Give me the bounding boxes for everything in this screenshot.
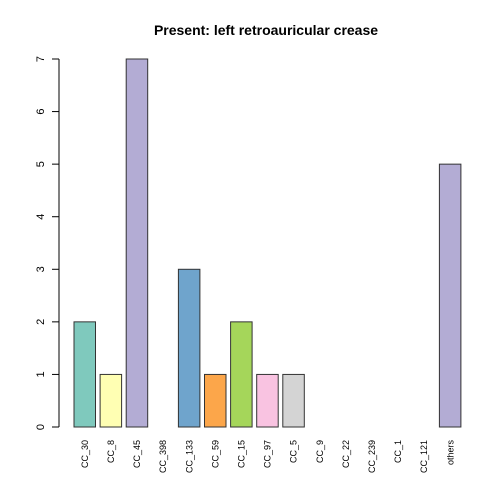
x-tick-label: CC_5 [289, 440, 299, 463]
bar-cc-30 [73, 321, 96, 428]
bars [73, 58, 462, 428]
x-tick-label: CC_1 [393, 440, 403, 463]
y-tick-label: 4 [35, 214, 47, 220]
x-tick-label: CC_133 [184, 440, 194, 473]
x-tick-label: CC_97 [263, 440, 273, 468]
bar-cc-45 [125, 58, 149, 428]
bar-cc-15 [230, 321, 253, 428]
bar-cc-8 [99, 373, 123, 428]
y-tick-label: 1 [35, 371, 47, 377]
y-axis: 0 1 2 3 4 5 6 7 [35, 56, 60, 430]
y-tick-label: 0 [35, 424, 47, 430]
y-tick-label: 3 [35, 266, 47, 272]
x-tick-label: CC_9 [315, 440, 325, 463]
y-tick-label: 2 [35, 319, 47, 325]
x-tick-label: CC_59 [210, 440, 220, 468]
x-tick-label: CC_8 [106, 440, 116, 463]
x-tick-label: CC_398 [158, 440, 168, 473]
x-tick-label: CC_121 [419, 440, 429, 473]
bar-others [438, 163, 462, 428]
x-tick-label: CC_22 [341, 440, 351, 468]
y-tick-label: 5 [35, 161, 47, 167]
y-tick-label: 7 [35, 56, 47, 62]
y-tick-label: 6 [35, 109, 47, 115]
x-tick-label: CC_239 [367, 440, 377, 473]
bar-cc-97 [256, 373, 279, 428]
bar-cc-133 [177, 268, 201, 428]
x-tick-label: CC_30 [80, 440, 90, 468]
x-tick-label: CC_15 [237, 440, 247, 468]
x-tick-label: CC_45 [132, 440, 142, 468]
chart-title: Present: left retroauricular crease [154, 22, 378, 38]
bar-cc-5 [282, 373, 305, 428]
bar-cc-59 [204, 373, 227, 428]
x-tick-label: others [445, 440, 455, 466]
x-labels: CC_30 CC_8 CC_45 CC_398 CC_133 CC_59 CC_15 CC_9… [80, 440, 455, 474]
